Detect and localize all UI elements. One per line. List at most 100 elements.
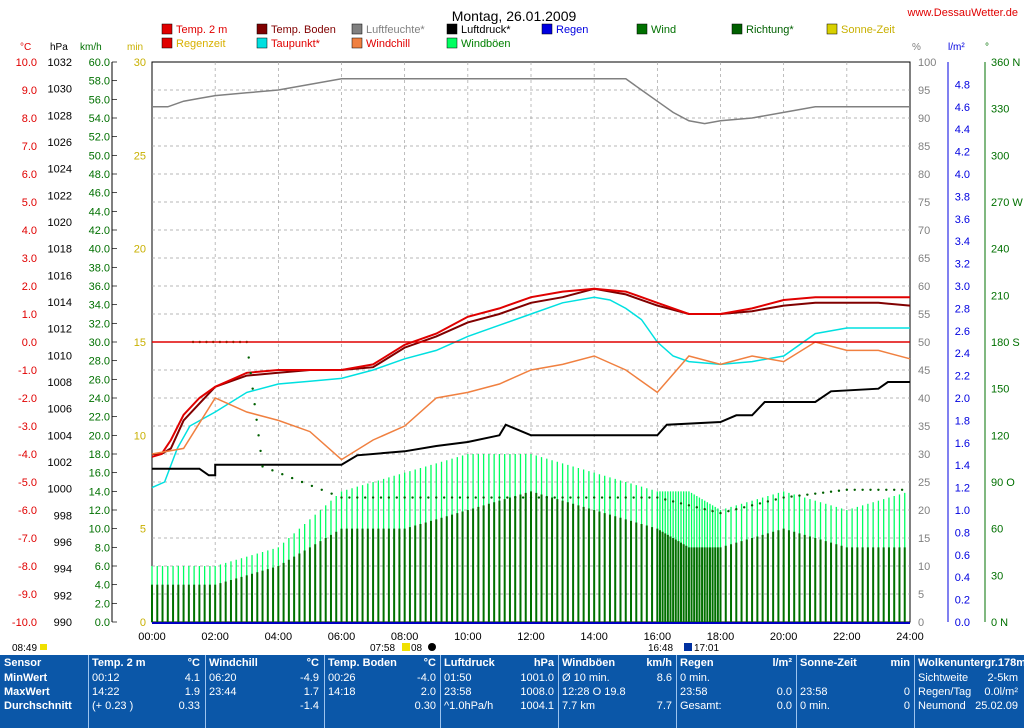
direction-dot xyxy=(419,496,422,499)
axis-tick-label: 18.0 xyxy=(89,449,110,461)
direction-dot xyxy=(585,496,588,499)
chart-title: Montag, 26.01.2009 xyxy=(452,8,577,24)
axis-tick-label: 1026 xyxy=(48,137,72,149)
axis-tick-label: 75 xyxy=(918,197,930,209)
legend-label: Sonne-Zeit xyxy=(841,24,895,36)
axis-header: °C xyxy=(20,42,31,53)
axis-tick-label: 22.0 xyxy=(89,412,110,424)
stats-row: Neumond 25.02.09 xyxy=(918,700,1018,712)
direction-dot xyxy=(253,403,256,406)
axis-tick-label: -1.0 xyxy=(18,365,37,377)
direction-dot xyxy=(474,496,477,499)
axis-tick-label: 1.0 xyxy=(955,505,970,517)
axis-tick-label: 150 xyxy=(991,384,1009,396)
direction-dot xyxy=(411,496,414,499)
legend-swatch xyxy=(731,23,743,35)
direction-dot xyxy=(271,469,274,472)
sunrise-suffix: 08 xyxy=(411,643,423,654)
axis-tick-label: 0 N xyxy=(991,617,1008,629)
stats-column: Temp. 2 m °C 00:12 4.1 14:22 1.9 (+ 0.23 ) 0.33 xyxy=(92,655,204,728)
axis-tick-label: 28.0 xyxy=(89,356,110,368)
axis-tick-label: 2.4 xyxy=(955,348,970,360)
axis-tick-label: 20 xyxy=(918,505,930,517)
legend-swatch xyxy=(256,37,268,49)
stats-column-header: Sensor xyxy=(4,657,42,669)
stats-row: 06:20 -4.9 xyxy=(209,672,319,684)
axis-tick-label: 4.8 xyxy=(955,79,970,91)
direction-dot xyxy=(320,488,323,491)
axis-tick-label: 990 xyxy=(54,617,72,629)
axis-tick-label: 3.0 xyxy=(955,281,970,293)
axis-tick-label: 1032 xyxy=(48,57,72,69)
direction-dot xyxy=(648,496,651,499)
x-tick-label: 24:00 xyxy=(896,631,924,643)
direction-dot xyxy=(251,387,254,390)
direction-dot xyxy=(853,488,856,491)
axis-tick-label: 25 xyxy=(918,477,930,489)
stats-row: 0.30 xyxy=(414,700,436,712)
axis-tick-label: 2.6 xyxy=(955,326,970,338)
axis-tick-label: 0.0 xyxy=(22,337,37,349)
direction-dot xyxy=(782,496,785,499)
axis-tick-label: 3.8 xyxy=(955,191,970,203)
direction-dot xyxy=(735,508,738,511)
direction-dot xyxy=(608,496,612,499)
direction-dot xyxy=(442,496,446,499)
stats-row: Gesamt: 0.0 xyxy=(680,700,792,712)
series-line xyxy=(152,287,911,455)
direction-dot xyxy=(569,496,572,499)
axis-tick-label: 4.0 xyxy=(95,580,110,592)
axis-tick-label: 2.8 xyxy=(955,303,970,315)
stats-row: Durchschnitt xyxy=(4,700,72,712)
direction-dot xyxy=(521,496,525,499)
legend-label: Windböen xyxy=(461,38,511,50)
axis-tick-label: 2.0 xyxy=(22,281,37,293)
direction-dot xyxy=(845,488,849,491)
legend-label: Windchill xyxy=(366,38,410,50)
axis-tick-label: 44.0 xyxy=(89,206,110,218)
direction-dot xyxy=(600,496,604,499)
direction-dot xyxy=(281,473,284,476)
direction-dot xyxy=(616,496,620,499)
moon-icon xyxy=(428,643,436,651)
axis-tick-label: 6.0 xyxy=(95,561,110,573)
series-line xyxy=(152,78,910,125)
x-tick-label: 00:00 xyxy=(138,631,166,643)
sunset-suffix: 17:01 xyxy=(694,643,719,654)
direction-dot xyxy=(592,496,596,499)
direction-dot xyxy=(750,504,754,507)
direction-dot xyxy=(900,488,904,491)
direction-dot xyxy=(371,496,375,499)
site-link[interactable]: www.DessauWetter.de xyxy=(907,7,1018,19)
direction-dot xyxy=(632,496,635,499)
sunrise-icon xyxy=(402,643,410,651)
stats-column: Regen l/m² 0 min. 23:58 0.0 Gesamt: 0.0 xyxy=(680,655,796,728)
direction-dot xyxy=(885,488,888,491)
direction-dot xyxy=(514,496,517,499)
stats-column-header: Windchill °C xyxy=(209,657,319,669)
direction-dot xyxy=(624,496,627,499)
axis-tick-label: 1002 xyxy=(48,457,72,469)
direction-dot xyxy=(247,356,250,359)
axis-tick-label: 120 xyxy=(991,430,1009,442)
axis-tick-label: 45 xyxy=(918,365,930,377)
direction-dot xyxy=(537,496,541,499)
direction-dot xyxy=(687,504,691,507)
axis-tick-label: -8.0 xyxy=(18,561,37,573)
direction-dot xyxy=(506,496,509,499)
axis-tick-label: 1010 xyxy=(48,350,72,362)
axis-tick-label: 1.4 xyxy=(955,460,970,472)
axis-tick-label: 60 xyxy=(918,281,930,293)
stats-row: 0 min. 0 xyxy=(800,700,910,712)
axis-header: ° xyxy=(985,42,989,53)
stats-row: 23:58 0.0 xyxy=(680,686,792,698)
direction-dot xyxy=(814,492,817,495)
direction-dot xyxy=(249,371,252,375)
axis-tick-label: 360 N xyxy=(991,57,1020,69)
axis-tick-label: 10 xyxy=(918,561,930,573)
legend-swatch xyxy=(541,23,553,35)
axis-tick-label: 3.4 xyxy=(955,236,970,248)
stats-column: Sensor MinWert MaxWert Durchschnitt xyxy=(4,655,90,728)
axis-tick-label: 180 S xyxy=(991,337,1020,349)
axis-tick-label: 16.0 xyxy=(89,468,110,480)
